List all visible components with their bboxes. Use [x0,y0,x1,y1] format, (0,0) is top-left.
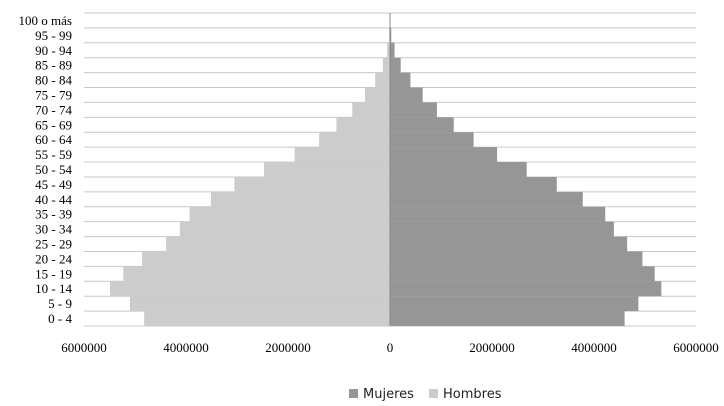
bar-mujeres-60-64 [390,132,474,148]
bar-mujeres-25-29 [390,236,628,252]
y-tick-label: 35 - 39 [35,207,72,222]
y-tick-label: 25 - 29 [35,237,72,252]
bar-hombres-45-49 [234,176,390,192]
legend: Mujeres Hombres [349,387,502,402]
bar-mujeres-15-19 [390,266,655,282]
bar-hombres-75-79 [365,87,390,103]
bar-hombres-20-24 [142,251,390,267]
y-tick-label: 75 - 79 [35,87,72,102]
y-tick-label: 85 - 89 [35,58,72,73]
bar-hombres-35-39 [189,206,390,222]
bar-mujeres-55-59 [390,147,498,163]
y-tick-label: 55 - 59 [35,147,72,162]
bar-hombres-90-94 [387,42,390,58]
legend-label-hombres: Hombres [443,387,502,402]
bar-hombres-65-69 [336,117,390,133]
y-tick-label: 5 - 9 [48,296,72,311]
x-tick-label: 4000000 [571,340,617,355]
bar-hombres-25-29 [166,236,390,252]
bar-mujeres-40-44 [390,191,583,207]
y-tick-label: 20 - 24 [35,251,72,266]
bar-hombres-60-64 [319,132,390,148]
bar-mujeres-45-49 [390,176,557,192]
bar-mujeres-30-34 [390,221,614,237]
bar-hombres-55-59 [294,147,390,163]
x-tick-label: 2000000 [265,340,311,355]
bar-mujeres-90-94 [390,42,395,58]
x-axis-labels: 6000000 4000000 2000000 0 2000000 4000000 6000… [61,340,719,355]
y-tick-label: 60 - 64 [35,132,72,147]
bar-mujeres-0-4 [390,311,625,326]
x-tick-label: 6000000 [673,340,719,355]
bar-mujeres-5-9 [390,296,639,312]
legend-swatch-mujeres [349,389,358,398]
y-tick-label: 65 - 69 [35,117,72,132]
bar-mujeres-95-99 [390,27,392,43]
bar-mujeres-70-74 [390,102,437,118]
x-tick-label: 6000000 [61,340,107,355]
y-tick-label: 40 - 44 [35,192,72,207]
x-tick-label: 4000000 [163,340,209,355]
bar-hombres-10-14 [110,281,390,297]
bar-hombres-0-4 [144,311,390,326]
y-tick-label: 95 - 99 [35,28,72,43]
bar-hombres-70-74 [352,102,390,118]
bar-hombres-15-19 [123,266,391,282]
bar-mujeres-75-79 [390,87,423,103]
y-tick-label: 70 - 74 [35,102,72,117]
bar-mujeres-80-84 [390,72,411,88]
bar-hombres-50-54 [264,162,390,177]
bar-mujeres-10-14 [390,281,662,297]
y-tick-label: 80 - 84 [35,73,72,88]
y-tick-label: 30 - 34 [35,222,72,237]
bar-mujeres-85-89 [390,57,401,73]
bar-hombres-85-89 [382,57,390,73]
y-tick-label: 0 - 4 [48,311,72,326]
legend-swatch-hombres [429,389,438,398]
bar-mujeres-35-39 [390,206,606,222]
bar-mujeres-20-24 [390,251,643,267]
bar-hombres-30-34 [179,221,390,237]
bar-mujeres-65-69 [390,117,454,133]
legend-label-mujeres: Mujeres [363,387,414,402]
bar-hombres-40-44 [210,191,390,207]
bar-hombres-5-9 [129,296,390,312]
y-tick-label: 10 - 14 [35,281,72,296]
y-tick-label: 100 o más [19,13,72,28]
y-tick-label: 15 - 19 [35,266,72,281]
y-tick-label: 90 - 94 [35,43,72,58]
y-tick-label: 50 - 54 [35,162,72,177]
x-tick-label: 2000000 [469,340,515,355]
x-tick-label: 0 [387,340,394,355]
bars [110,13,662,326]
bar-hombres-80-84 [375,72,390,88]
bar-mujeres-50-54 [390,162,527,177]
y-tick-label: 45 - 49 [35,177,72,192]
